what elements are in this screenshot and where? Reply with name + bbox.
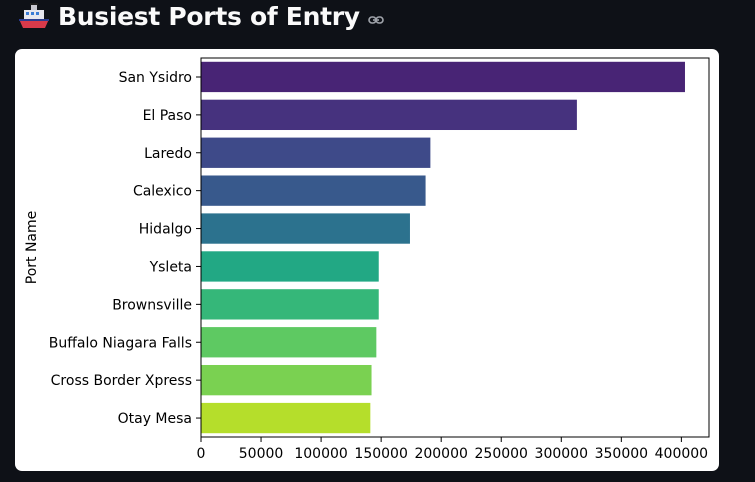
x-axis-ticks: 0 50000 100000 150000 200000 250000 300000 3500… [197, 437, 708, 462]
x-tick-label: 100000 [294, 446, 347, 462]
category-label: Cross Border Xpress [51, 373, 192, 389]
category-label: Hidalgo [139, 222, 192, 238]
category-label: Ysleta [149, 259, 192, 275]
chart-card: San Ysidro El Paso Laredo Calexico Hidalgo Ys… [15, 49, 719, 471]
x-tick-label: 150000 [354, 446, 407, 462]
x-tick-label: 400000 [655, 446, 708, 462]
category-label: Laredo [144, 146, 192, 162]
y-axis-label: Port Name [24, 211, 40, 285]
bar-el-paso [201, 99, 577, 131]
category-label: Calexico [133, 184, 192, 200]
category-label: El Paso [143, 108, 192, 124]
bar-brownsville [201, 289, 379, 320]
bar-cross-border-xpress [201, 364, 372, 396]
category-label: San Ysidro [119, 70, 192, 86]
plot-frame [200, 57, 710, 438]
x-tick-label: 350000 [595, 446, 648, 462]
category-labels: San Ysidro El Paso Laredo Calexico Hidalgo Ys… [49, 70, 201, 427]
bar-calexico [201, 175, 426, 206]
x-tick-label: 300000 [535, 446, 588, 462]
page-header: Busiest Ports of Entry [18, 0, 384, 34]
ship-icon [18, 3, 50, 31]
bar-chart: San Ysidro El Paso Laredo Calexico Hidalgo Ys… [24, 57, 710, 462]
category-label: Buffalo Niagara Falls [49, 335, 192, 351]
bar-laredo [201, 137, 431, 168]
bar-hidalgo [201, 213, 410, 244]
bar-san-ysidro [201, 61, 685, 93]
bars-group [201, 61, 685, 434]
category-label: Otay Mesa [118, 411, 192, 427]
link-icon[interactable] [367, 11, 384, 24]
x-tick-label: 250000 [475, 446, 528, 462]
category-label: Brownsville [112, 297, 192, 313]
bar-buffalo-niagara-falls [201, 327, 377, 358]
bar-otay-mesa [201, 402, 371, 434]
x-tick-label: 50000 [239, 446, 284, 462]
x-tick-label: 200000 [414, 446, 467, 462]
x-tick-label: 0 [197, 446, 206, 462]
page-title: Busiest Ports of Entry [58, 2, 360, 31]
bar-ysleta [201, 251, 379, 282]
